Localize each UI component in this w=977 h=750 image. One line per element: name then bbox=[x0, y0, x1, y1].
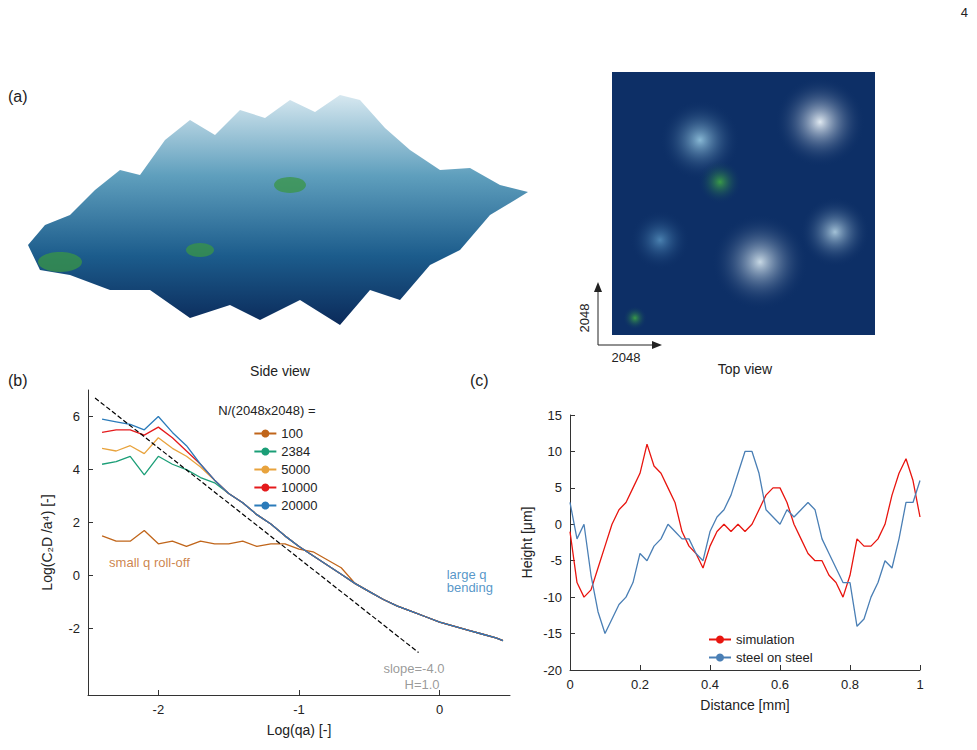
svg-text:6: 6 bbox=[73, 409, 80, 424]
svg-text:0.6: 0.6 bbox=[771, 677, 789, 692]
svg-text:large q: large q bbox=[446, 567, 491, 582]
svg-text:slope=-4.0: slope=-4.0 bbox=[383, 661, 444, 676]
svg-text:-20: -20 bbox=[543, 663, 562, 678]
svg-text:(c): (c) bbox=[470, 372, 489, 389]
svg-text:20000: 20000 bbox=[281, 498, 317, 513]
svg-text:-1: -1 bbox=[293, 702, 305, 717]
svg-text:small q roll-off: small q roll-off bbox=[109, 555, 190, 570]
svg-text:4: 4 bbox=[73, 462, 80, 477]
svg-text:simulation: simulation bbox=[736, 632, 795, 647]
svg-text:0: 0 bbox=[555, 517, 562, 532]
svg-text:Log(C₂D /a⁴) [-]: Log(C₂D /a⁴) [-] bbox=[39, 494, 55, 590]
svg-text:0.8: 0.8 bbox=[841, 677, 859, 692]
svg-text:-2: -2 bbox=[68, 621, 80, 636]
svg-text:Log(qa) [-]: Log(qa) [-] bbox=[267, 722, 332, 738]
svg-text:Height [μm]: Height [μm] bbox=[519, 507, 535, 579]
svg-text:0.2: 0.2 bbox=[631, 677, 649, 692]
svg-text:10: 10 bbox=[548, 444, 562, 459]
svg-text:N/(2048x2048) =: N/(2048x2048) = bbox=[218, 403, 315, 418]
svg-text:0.4: 0.4 bbox=[701, 677, 719, 692]
svg-text:0: 0 bbox=[73, 568, 80, 583]
svg-text:15: 15 bbox=[548, 408, 562, 423]
svg-text:10000: 10000 bbox=[281, 480, 317, 495]
svg-text:Side view: Side view bbox=[250, 363, 311, 379]
svg-text:-5: -5 bbox=[550, 553, 562, 568]
svg-text:5: 5 bbox=[555, 480, 562, 495]
svg-text:100: 100 bbox=[281, 426, 303, 441]
svg-text:0: 0 bbox=[436, 702, 443, 717]
svg-text:(b): (b) bbox=[8, 372, 28, 389]
svg-text:-10: -10 bbox=[543, 590, 562, 605]
svg-text:2048: 2048 bbox=[612, 350, 641, 365]
svg-text:5000: 5000 bbox=[281, 462, 310, 477]
svg-text:-15: -15 bbox=[543, 626, 562, 641]
svg-text:(a): (a) bbox=[8, 88, 28, 105]
svg-text:2048: 2048 bbox=[577, 304, 592, 333]
svg-text:4: 4 bbox=[961, 5, 968, 20]
svg-text:bending: bending bbox=[447, 580, 493, 595]
svg-text:2384: 2384 bbox=[281, 444, 310, 459]
svg-text:-2: -2 bbox=[153, 702, 165, 717]
svg-text:1: 1 bbox=[916, 677, 923, 692]
svg-text:0: 0 bbox=[566, 677, 573, 692]
svg-text:Top view: Top view bbox=[718, 361, 773, 377]
svg-text:H=1.0: H=1.0 bbox=[405, 677, 440, 692]
svg-text:Distance [mm]: Distance [mm] bbox=[700, 697, 789, 713]
svg-text:2: 2 bbox=[73, 515, 80, 530]
svg-text:steel on steel: steel on steel bbox=[736, 650, 813, 665]
